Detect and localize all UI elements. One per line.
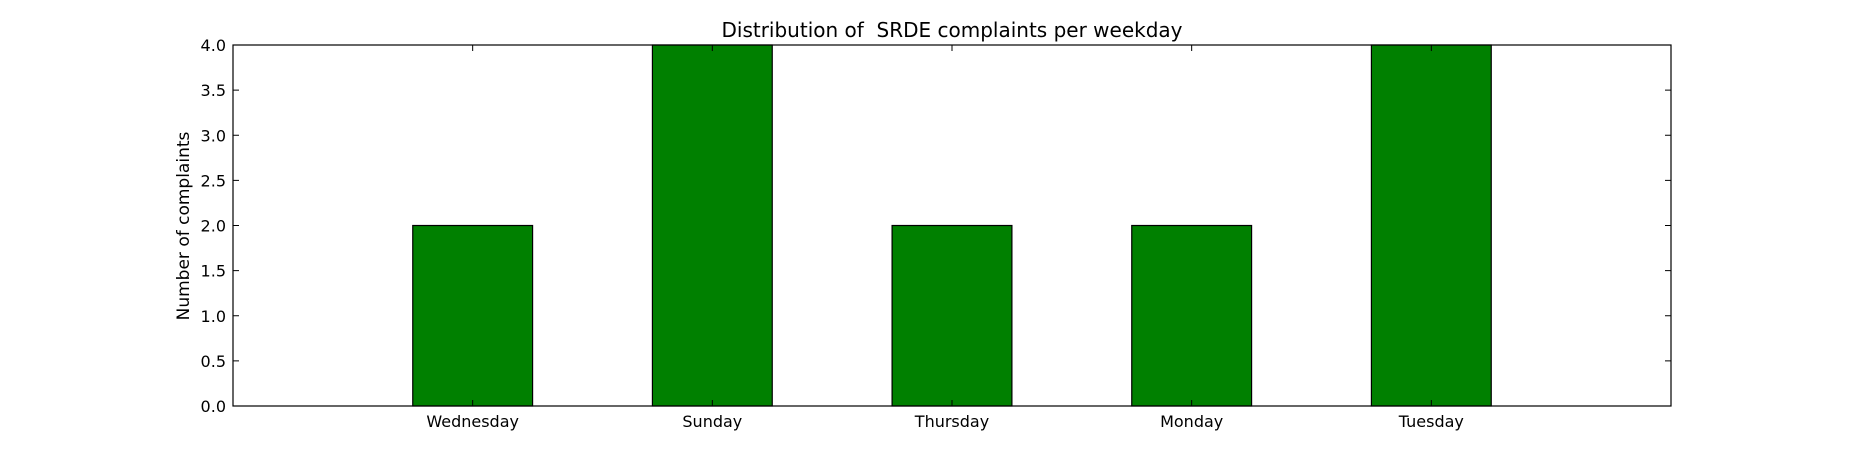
- x-tick-label: Sunday: [682, 412, 742, 431]
- bar-monday: [1131, 224, 1253, 407]
- plot-frame: [232, 44, 1672, 407]
- y-tick-label: 0.5: [201, 352, 226, 371]
- bar-thursday: [891, 224, 1013, 407]
- bars-group: [412, 44, 1492, 407]
- y-tick-label: 3.0: [201, 126, 226, 145]
- bar-tuesday: [1370, 44, 1492, 407]
- y-tick-label: 1.5: [201, 262, 226, 281]
- y-tick-label: 2.0: [201, 217, 226, 236]
- y-tick-label: 2.5: [201, 171, 226, 190]
- bar-wednesday: [412, 224, 534, 407]
- chart-title: Distribution of SRDE complaints per week…: [721, 18, 1182, 42]
- y-axis-label: Number of complaints: [174, 131, 194, 320]
- bar-sunday: [651, 44, 773, 407]
- x-tick-label: Monday: [1160, 412, 1223, 431]
- tick-labels-group: Wednesday Sunday Thursday Monday Tuesday 0.0 0…: [201, 36, 1464, 431]
- y-tick-label: 1.0: [201, 307, 226, 326]
- x-tick-label: Thursday: [914, 412, 989, 431]
- y-tick-label: 0.0: [201, 397, 226, 416]
- y-tick-label: 3.5: [201, 81, 226, 100]
- x-tick-label: Wednesday: [426, 412, 519, 431]
- y-tick-label: 4.0: [201, 36, 226, 55]
- x-tick-label: Tuesday: [1398, 412, 1464, 431]
